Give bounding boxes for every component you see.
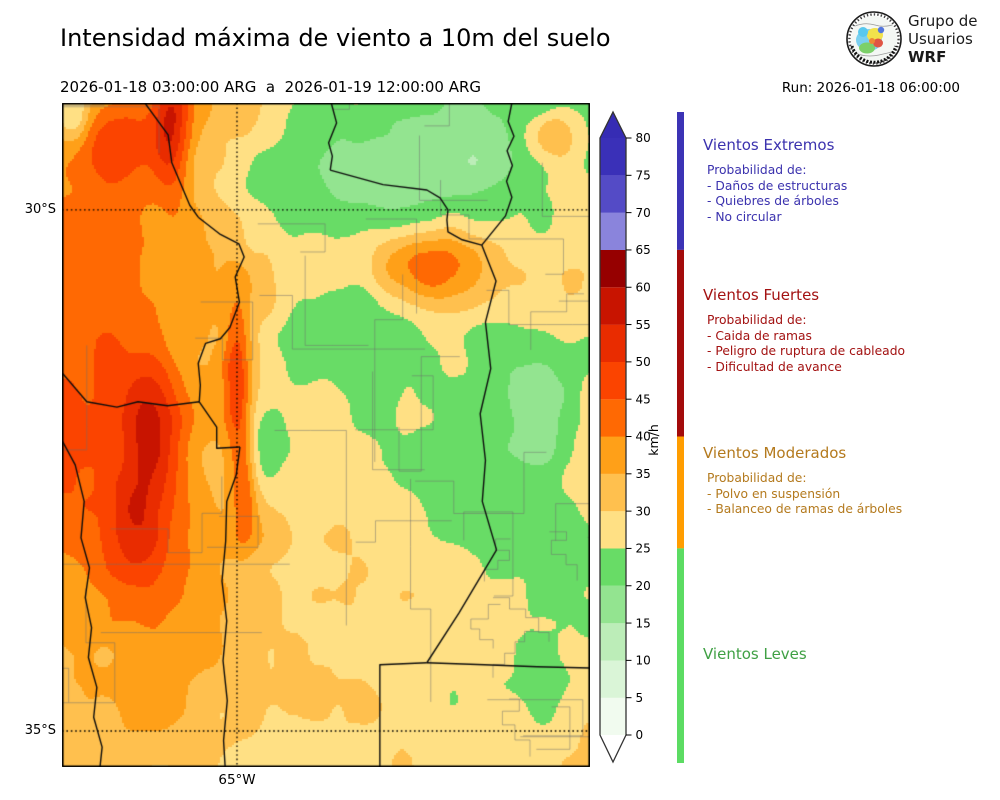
wind-intensity-map: [62, 103, 590, 767]
svg-text:80: 80: [636, 131, 651, 145]
legend-section-leves: Vientos Leves: [703, 645, 993, 663]
legend-bullet: - Dificultad de avance: [707, 359, 842, 374]
legend-section-title: Vientos Leves: [703, 645, 807, 663]
svg-text:50: 50: [636, 355, 651, 369]
svg-text:60: 60: [636, 280, 651, 294]
legend-section-title: Vientos Moderados: [703, 444, 847, 462]
legend-section-title: Vientos Extremos: [703, 136, 835, 154]
legend-section-body: Probabilidad de: - Caida de ramas - Peligr…: [703, 313, 993, 375]
svg-text:30: 30: [636, 504, 651, 518]
legend-intro: Probabilidad de:: [707, 313, 807, 327]
legend-bullet: - Balanceo de ramas de árboles: [707, 502, 903, 517]
legend-bullet: - Daños de estructuras: [707, 178, 848, 193]
legend-bullet: - Peligro de ruptura de cableado: [707, 344, 906, 359]
model-run-label: Run: 2026-01-18 06:00:00: [781, 80, 960, 96]
lat-tick-30s: 30°S: [24, 202, 56, 217]
legend-section-extremos: Vientos Extremos Probabilidad de: - Daños …: [703, 136, 993, 225]
legend-bullet: - Caida de ramas: [707, 328, 812, 343]
valid-period-label: 2026-01-18 03:00:00 ARG a 2026-01-19 12:…: [60, 78, 482, 96]
svg-text:70: 70: [636, 206, 651, 220]
svg-text:20: 20: [636, 579, 651, 593]
svg-text:75: 75: [636, 169, 651, 183]
category-bar-fuertes: [677, 249, 684, 437]
legend-bullet: - No circular: [707, 209, 782, 224]
legend-intro: Probabilidad de:: [707, 471, 807, 485]
legend-bullet: - Polvo en suspensión: [707, 486, 841, 501]
category-bar-leves: [677, 548, 684, 763]
svg-text:35: 35: [636, 467, 651, 481]
colorbar: 0 5 10 15 20 25 30 35 40 45 50 55 60 65 70 75 80 km/h: [596, 104, 706, 790]
svg-text:25: 25: [636, 542, 651, 556]
logo-line-1: Grupo de: [908, 12, 978, 30]
legend-bullet: - Quiebres de árboles: [707, 194, 839, 209]
svg-text:0: 0: [636, 728, 644, 742]
legend-section-body: Probabilidad de: - Polvo en suspensión - B…: [703, 471, 993, 518]
lon-tick-65w: 65°W: [218, 772, 256, 788]
svg-text:65: 65: [636, 243, 651, 257]
category-bar-moderados: [677, 436, 684, 549]
page-title: Intensidad máxima de viento a 10m del su…: [60, 24, 611, 52]
logo-text: Grupo de Usuarios WRF: [908, 12, 978, 66]
svg-text:5: 5: [636, 691, 644, 705]
legend-section-title: Vientos Fuertes: [703, 286, 820, 304]
globe-badge-icon: [846, 11, 902, 67]
colorbar-unit-label: km/h: [646, 424, 661, 456]
svg-text:10: 10: [636, 654, 651, 668]
legend-section-fuertes: Vientos Fuertes Probabilidad de: - Caida d…: [703, 286, 993, 375]
legend-intro: Probabilidad de:: [707, 163, 807, 177]
logo-line-2: Usuarios: [908, 30, 973, 48]
logo-line-3: WRF: [908, 48, 947, 66]
svg-text:45: 45: [636, 392, 651, 406]
wrf-users-group-logo: Grupo de Usuarios WRF: [845, 10, 995, 72]
lat-tick-35s: 35°S: [24, 723, 56, 738]
svg-text:40: 40: [636, 430, 651, 444]
svg-text:55: 55: [636, 318, 651, 332]
svg-text:15: 15: [636, 616, 651, 630]
legend-section-body: Probabilidad de: - Daños de estructuras - …: [703, 163, 993, 225]
legend-section-moderados: Vientos Moderados Probabilidad de: - Polvo…: [703, 444, 993, 518]
category-bar-extremos: [677, 112, 684, 250]
